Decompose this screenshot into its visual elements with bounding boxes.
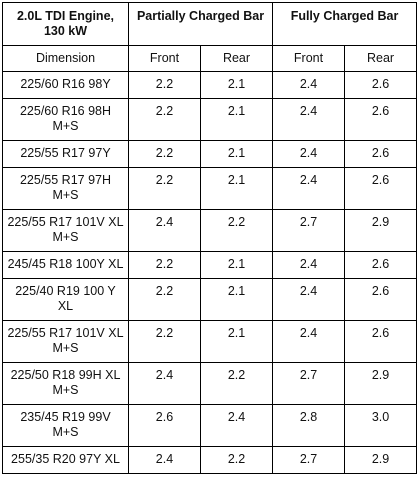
data-row: 225/55 R17 101V XL M+S 2.4 2.2 2.7 2.9 xyxy=(2,209,418,252)
data-row: 225/60 R16 98H M+S 2.2 2.1 2.4 2.6 xyxy=(2,98,418,141)
subheader-cell: Front xyxy=(128,45,201,72)
dimension-cell: 245/45 R18 100Y XL xyxy=(2,251,129,279)
pressure-cell: 2.9 xyxy=(344,209,418,252)
pressure-cell: 2.9 xyxy=(344,446,418,474)
data-row: 245/45 R18 100Y XL 2.2 2.1 2.4 2.6 xyxy=(2,251,418,279)
pressure-cell: 2.4 xyxy=(272,320,346,363)
data-row: 255/35 R20 97Y XL 2.4 2.2 2.7 2.9 xyxy=(2,446,418,474)
dimension-cell: 225/60 R16 98Y xyxy=(2,71,129,99)
data-row: 235/45 R19 99V M+S 2.6 2.4 2.8 3.0 xyxy=(2,404,418,447)
pressure-cell: 2.4 xyxy=(199,404,274,447)
pressure-cell: 2.6 xyxy=(344,71,418,99)
pressure-cell: 2.2 xyxy=(128,71,201,99)
dimension-cell: 235/45 R19 99V M+S xyxy=(2,404,129,447)
pressure-cell: 2.1 xyxy=(199,71,274,99)
pressure-cell: 2.1 xyxy=(199,320,274,363)
pressure-cell: 2.6 xyxy=(344,251,418,279)
subheader-row: Dimension Front Rear Front Rear xyxy=(2,45,418,72)
pressure-cell: 2.4 xyxy=(272,278,346,321)
pressure-cell: 2.7 xyxy=(272,209,346,252)
pressure-cell: 2.2 xyxy=(128,251,201,279)
pressure-cell: 2.6 xyxy=(344,98,418,141)
data-row: 225/40 R19 100 Y XL 2.2 2.1 2.4 2.6 xyxy=(2,278,418,321)
pressure-cell: 2.6 xyxy=(344,278,418,321)
header-cell: 2.0L TDI Engine, 130 kW xyxy=(2,2,129,46)
subheader-cell: Rear xyxy=(199,45,274,72)
pressure-cell: 3.0 xyxy=(344,404,418,447)
pressure-cell: 2.4 xyxy=(128,362,201,405)
pressure-cell: 2.4 xyxy=(272,71,346,99)
dimension-cell: 225/55 R17 101V XL M+S xyxy=(2,209,129,252)
pressure-cell: 2.1 xyxy=(199,167,274,210)
data-row: 225/50 R18 99H XL M+S 2.4 2.2 2.7 2.9 xyxy=(2,362,418,405)
dimension-cell: 225/50 R18 99H XL M+S xyxy=(2,362,129,405)
pressure-cell: 2.4 xyxy=(272,251,346,279)
subheader-cell: Dimension xyxy=(2,45,129,72)
dimension-cell: 225/55 R17 101V XL M+S xyxy=(2,320,129,363)
pressure-cell: 2.7 xyxy=(272,446,346,474)
pressure-table: 2.0L TDI Engine, 130 kW Partially Charge… xyxy=(2,2,418,474)
data-row: 225/60 R16 98Y 2.2 2.1 2.4 2.6 xyxy=(2,71,418,99)
pressure-cell: 2.2 xyxy=(128,140,201,168)
pressure-cell: 2.2 xyxy=(199,362,274,405)
pressure-cell: 2.6 xyxy=(128,404,201,447)
dimension-cell: 225/55 R17 97Y xyxy=(2,140,129,168)
pressure-cell: 2.1 xyxy=(199,140,274,168)
pressure-cell: 2.2 xyxy=(128,278,201,321)
pressure-cell: 2.6 xyxy=(344,167,418,210)
pressure-cell: 2.2 xyxy=(199,209,274,252)
pressure-cell: 2.9 xyxy=(344,362,418,405)
data-row: 225/55 R17 97Y 2.2 2.1 2.4 2.6 xyxy=(2,140,418,168)
pressure-cell: 2.6 xyxy=(344,320,418,363)
header-row: 2.0L TDI Engine, 130 kW Partially Charge… xyxy=(2,2,418,46)
pressure-cell: 2.4 xyxy=(272,98,346,141)
table-body: 225/60 R16 98Y 2.2 2.1 2.4 2.6 225/60 R16 98H… xyxy=(2,71,418,474)
pressure-cell: 2.1 xyxy=(199,251,274,279)
dimension-cell: 225/40 R19 100 Y XL xyxy=(2,278,129,321)
pressure-cell: 2.7 xyxy=(272,362,346,405)
data-row: 225/55 R17 97H M+S 2.2 2.1 2.4 2.6 xyxy=(2,167,418,210)
header-cell: Partially Charged Bar xyxy=(127,2,274,46)
subheader-cell: Rear xyxy=(344,45,418,72)
pressure-cell: 2.2 xyxy=(128,98,201,141)
pressure-cell: 2.4 xyxy=(272,167,346,210)
pressure-cell: 2.6 xyxy=(344,140,418,168)
dimension-cell: 225/60 R16 98H M+S xyxy=(2,98,129,141)
pressure-cell: 2.4 xyxy=(128,209,201,252)
pressure-cell: 2.2 xyxy=(128,167,201,210)
pressure-cell: 2.2 xyxy=(128,320,201,363)
pressure-cell: 2.4 xyxy=(128,446,201,474)
pressure-cell: 2.8 xyxy=(272,404,346,447)
subheader-cell: Front xyxy=(272,45,346,72)
dimension-cell: 255/35 R20 97Y XL xyxy=(2,446,129,474)
pressure-cell: 2.4 xyxy=(272,140,346,168)
header-cell: Fully Charged Bar xyxy=(272,2,418,46)
pressure-cell: 2.1 xyxy=(199,278,274,321)
data-row: 225/55 R17 101V XL M+S 2.2 2.1 2.4 2.6 xyxy=(2,320,418,363)
pressure-cell: 2.1 xyxy=(199,98,274,141)
pressure-cell: 2.2 xyxy=(199,446,274,474)
dimension-cell: 225/55 R17 97H M+S xyxy=(2,167,129,210)
